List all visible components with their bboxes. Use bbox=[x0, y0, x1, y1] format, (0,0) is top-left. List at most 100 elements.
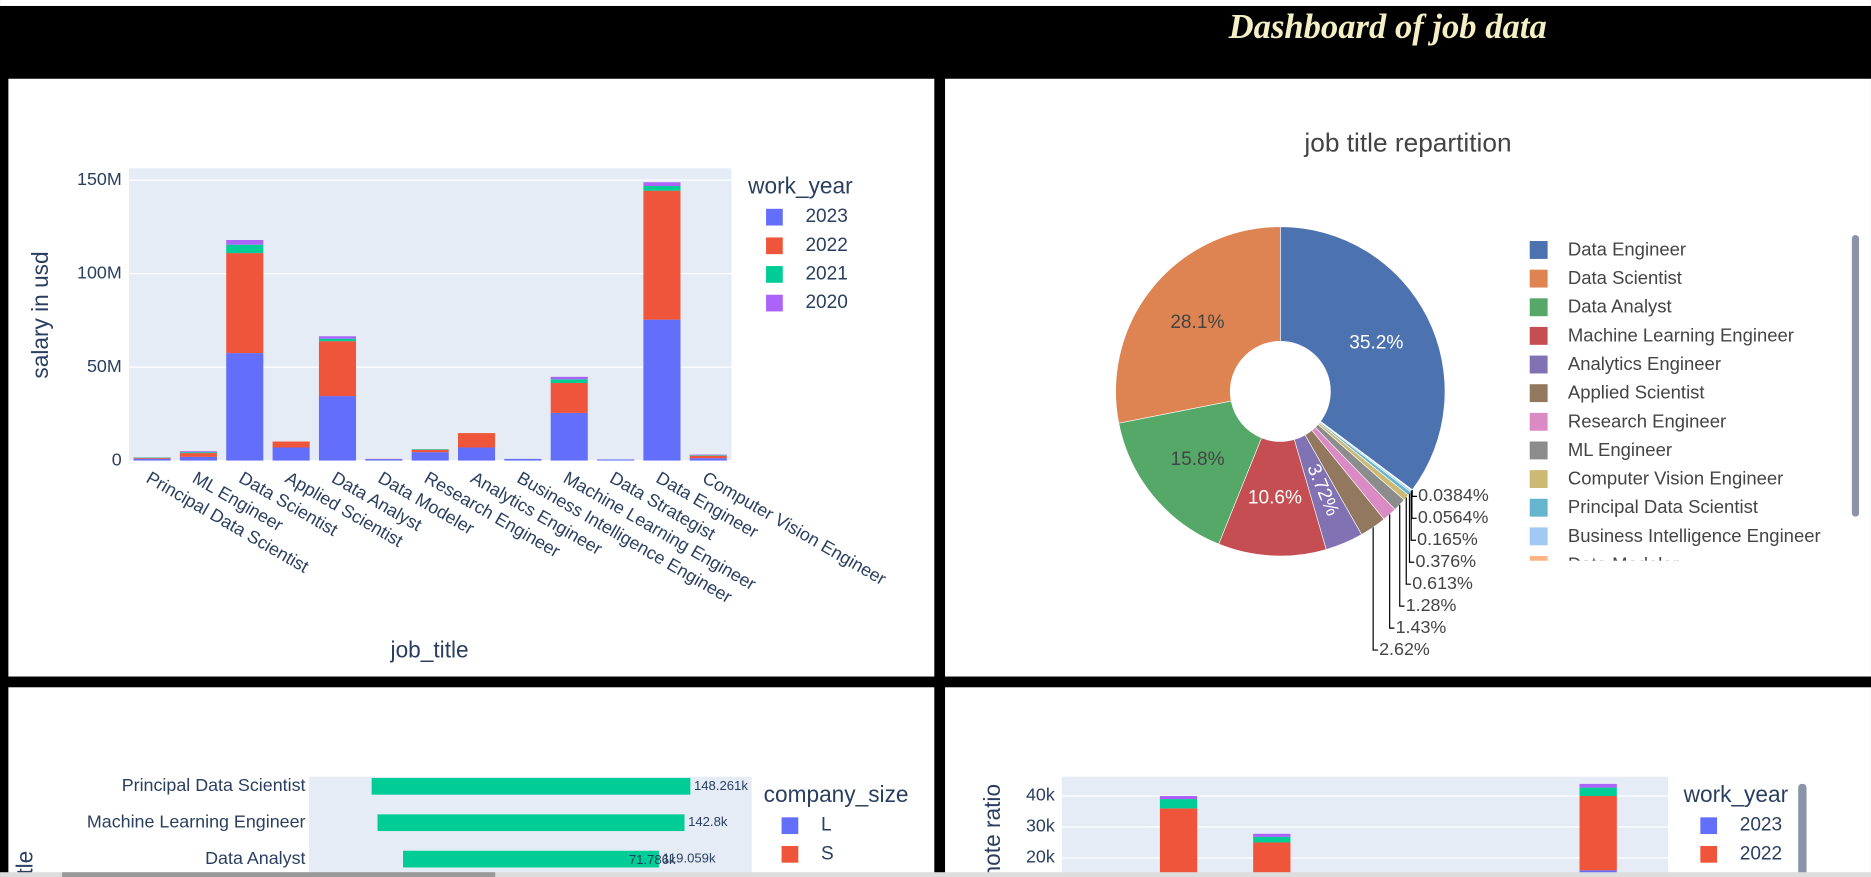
value-label: 142.8k bbox=[688, 814, 728, 829]
bar-segment bbox=[1579, 783, 1617, 788]
legend-label: S bbox=[821, 843, 834, 864]
page-scrollbar[interactable] bbox=[0, 872, 1871, 877]
bar-segment bbox=[643, 182, 681, 186]
plot-area bbox=[128, 168, 732, 461]
legend-label: L bbox=[821, 815, 832, 836]
legend-label: 2023 bbox=[805, 206, 847, 227]
legend-label: 2023 bbox=[1740, 815, 1782, 836]
slice-label: 15.8% bbox=[1171, 449, 1225, 470]
bar-segment bbox=[457, 433, 496, 448]
legend-label: Machine Learning Engineer bbox=[1568, 324, 1794, 345]
slice-label: 35.2% bbox=[1349, 332, 1403, 353]
legend-label: 2021 bbox=[805, 263, 847, 284]
y-tick-label: Machine Learning Engineer bbox=[87, 811, 306, 831]
label-connector bbox=[1389, 514, 1395, 629]
bar-segment bbox=[1159, 808, 1198, 877]
legend-scrollbar[interactable] bbox=[1798, 783, 1807, 877]
slice-label: 1.28% bbox=[1406, 595, 1457, 615]
bar-segment bbox=[457, 447, 496, 461]
slice-label: 0.165% bbox=[1417, 529, 1478, 549]
legend-label: 2022 bbox=[805, 235, 847, 256]
bar-segment bbox=[318, 341, 357, 397]
y-axis-title: salary in usd bbox=[27, 251, 53, 378]
legend-swatch bbox=[1529, 298, 1548, 317]
y-tick-label: 150M bbox=[77, 169, 122, 189]
value-label: 148.261k bbox=[694, 778, 748, 793]
legend: Data Engineer Data Scientist Data Analyst M… bbox=[1529, 238, 1821, 574]
bar-segment bbox=[133, 457, 171, 459]
pie-slice bbox=[1218, 437, 1327, 557]
bar-segment bbox=[689, 455, 727, 459]
y-tick-label: 50M bbox=[87, 356, 122, 376]
chart-title: job title repartition bbox=[1303, 127, 1511, 157]
bar-segment bbox=[179, 456, 217, 461]
bar-segment bbox=[365, 459, 403, 461]
legend-label: Principal Data Scientist bbox=[1568, 496, 1758, 517]
bar-segment bbox=[597, 459, 635, 461]
funnel-bar bbox=[377, 814, 685, 832]
bar-segment bbox=[272, 441, 310, 448]
slice-label: 0.376% bbox=[1415, 551, 1476, 571]
bar-segment bbox=[179, 451, 217, 453]
pie-slice bbox=[1280, 226, 1446, 491]
bar-segment bbox=[133, 458, 171, 461]
legend-swatch bbox=[766, 266, 783, 283]
label-connector bbox=[1411, 490, 1417, 519]
y-tick-label: 0 bbox=[112, 449, 122, 469]
dashboard-title: Dashboard of job data bbox=[1228, 8, 1547, 46]
slice-label: 0.613% bbox=[1412, 573, 1473, 593]
label-connector bbox=[1372, 527, 1378, 651]
slice-label: 28.1% bbox=[1170, 312, 1224, 333]
pie-chart: job title repartition 35.2% 28.1% 15.8% 10.6… bbox=[1115, 127, 1821, 659]
legend-swatch bbox=[1529, 556, 1548, 561]
y-tick-label: 40k bbox=[1026, 785, 1055, 805]
funnel-bar bbox=[371, 777, 691, 795]
legend-label: Data Modeler bbox=[1568, 553, 1679, 574]
bar-segment bbox=[1253, 833, 1291, 837]
bar-segment bbox=[226, 244, 264, 254]
legend-label: Data Engineer bbox=[1568, 238, 1686, 259]
legend-swatch bbox=[1529, 269, 1548, 288]
bar-segment bbox=[643, 190, 681, 320]
slice-label: 0.0564% bbox=[1418, 507, 1489, 527]
label-connector bbox=[1405, 497, 1412, 585]
slice-label: 0.0384% bbox=[1418, 485, 1489, 505]
x-axis-title: job_title bbox=[390, 636, 469, 662]
legend-label: Applied Scientist bbox=[1568, 382, 1705, 403]
legend-scrollbar[interactable] bbox=[1851, 235, 1860, 517]
y-tick-label: 30k bbox=[1026, 816, 1055, 836]
label-connector bbox=[1399, 504, 1405, 607]
legend-label: 2022 bbox=[1740, 843, 1782, 864]
legend-swatch bbox=[1529, 441, 1548, 460]
bar-segment bbox=[1579, 787, 1617, 796]
y-tick-label: Data Analyst bbox=[205, 848, 305, 868]
value-label: 119.059k bbox=[663, 851, 716, 866]
legend-label: Analytics Engineer bbox=[1568, 353, 1721, 374]
y-tick-label: 20k bbox=[1026, 847, 1055, 867]
bar-segment bbox=[550, 383, 588, 413]
slice-label: 2.62% bbox=[1379, 639, 1430, 659]
bar-segment bbox=[318, 338, 357, 342]
legend-label: Computer Vision Engineer bbox=[1568, 468, 1783, 489]
legend-title: work_year bbox=[1683, 781, 1789, 807]
legend-label: Data Analyst bbox=[1568, 296, 1672, 317]
bar-segment bbox=[1159, 799, 1198, 809]
legend-swatch bbox=[1529, 470, 1548, 489]
legend-swatch bbox=[1529, 326, 1548, 345]
bar-segment bbox=[643, 185, 681, 191]
bar-segment bbox=[411, 452, 449, 461]
bar-segment bbox=[1579, 795, 1617, 871]
top-edge bbox=[0, 0, 1871, 6]
legend-label: Data Scientist bbox=[1568, 267, 1682, 288]
bar-segment bbox=[689, 455, 727, 456]
legend-swatch bbox=[781, 845, 799, 863]
bar-segment bbox=[1159, 795, 1198, 800]
bar-segment bbox=[226, 353, 264, 461]
page-scrollbar-thumb[interactable] bbox=[62, 872, 496, 877]
bar-segment bbox=[272, 447, 310, 461]
bar-segment bbox=[689, 458, 727, 461]
legend-title: company_size bbox=[764, 781, 909, 807]
bar-segment bbox=[179, 453, 217, 457]
bar-segment bbox=[318, 396, 357, 461]
